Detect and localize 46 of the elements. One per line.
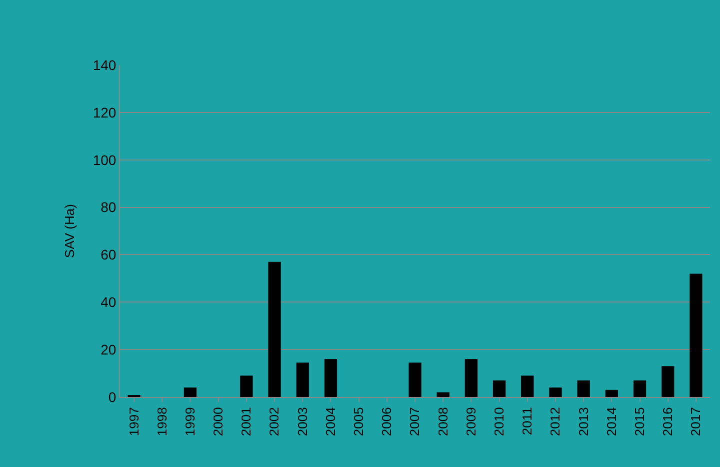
x-tick-label: 2007 — [407, 407, 422, 436]
bar — [436, 392, 450, 397]
x-tick-label: 2004 — [322, 407, 338, 436]
bar — [464, 359, 478, 397]
bar — [662, 366, 674, 397]
x-tick-label: 2017 — [688, 407, 704, 436]
x-tick-label: 2009 — [463, 407, 478, 436]
bar — [296, 362, 309, 397]
x-tick-label: 1997 — [126, 407, 142, 436]
x-tick-label: 1999 — [182, 407, 198, 436]
x-tick-label: 2006 — [379, 407, 394, 436]
y-axis-title: SAV (Ha) — [62, 204, 77, 258]
x-tick-label: 2002 — [266, 407, 282, 436]
bar — [268, 262, 281, 397]
y-tick-label: 100 — [92, 152, 116, 168]
x-tick-label: 2001 — [238, 407, 254, 436]
y-tick-label: 60 — [100, 246, 116, 263]
bar — [492, 380, 506, 397]
y-tick-label: 140 — [92, 56, 116, 73]
bar — [605, 390, 618, 397]
bar — [408, 362, 422, 397]
y-tick-label: 120 — [92, 104, 116, 120]
bar — [549, 388, 562, 397]
x-tick-label: 2000 — [210, 407, 226, 436]
x-tick-label: 2010 — [492, 407, 507, 436]
bar — [521, 376, 534, 397]
x-tick-label: 2015 — [632, 407, 647, 436]
x-tick-label: 2013 — [576, 407, 591, 436]
bar — [577, 380, 590, 397]
x-tick-label: 2005 — [351, 407, 366, 436]
y-tick-label: 20 — [100, 341, 116, 358]
x-tick-label: 2008 — [435, 407, 450, 436]
x-tick-label: 2012 — [548, 407, 563, 436]
x-tick-label: 2014 — [604, 407, 619, 436]
x-tick-label: 1998 — [154, 407, 170, 436]
bar — [633, 380, 646, 397]
y-tick-label: 80 — [100, 199, 116, 216]
x-tick-label: 2011 — [520, 407, 535, 436]
bar — [184, 388, 197, 397]
bar — [690, 274, 702, 397]
bar — [240, 376, 253, 397]
x-tick-label: 2016 — [660, 407, 676, 436]
bar — [324, 359, 338, 397]
x-tick-label: 2003 — [294, 407, 310, 436]
y-tick-label: 0 — [108, 388, 116, 405]
y-tick-label: 40 — [100, 294, 116, 310]
